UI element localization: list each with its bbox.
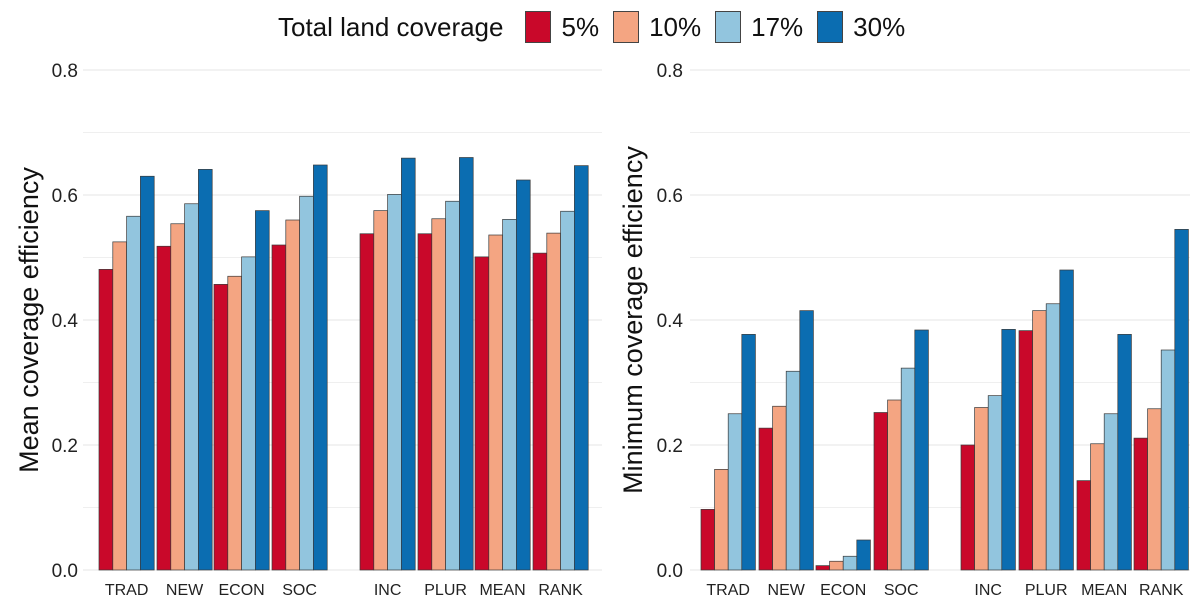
y-axis-label: Mean coverage efficiency — [14, 167, 44, 473]
bar-econ-5pct — [213, 284, 229, 571]
bar-soc-30pct — [313, 164, 328, 571]
legend-swatch-17pct — [715, 11, 742, 43]
bar-econ-10pct — [227, 275, 242, 571]
x-tick-label: PLUR — [424, 582, 467, 596]
legend-swatch-5pct — [525, 11, 552, 43]
bar-new-10pct — [170, 223, 185, 571]
x-tick-label: ECON — [218, 582, 264, 596]
x-tick-label: SOC — [282, 582, 317, 596]
bar-trad-17pct — [126, 215, 141, 571]
bar-inc-10pct — [373, 210, 388, 571]
legend-label: 5% — [561, 11, 600, 42]
bar-econ-17pct — [241, 256, 256, 571]
bar-trad-5pct — [98, 269, 114, 571]
legend-item-10pct: 10% — [613, 11, 701, 43]
x-tick-label: RANK — [538, 582, 583, 596]
bar-mean-5pct — [474, 256, 490, 571]
bar-plur-10pct — [431, 218, 446, 571]
legend-label: 17% — [751, 11, 804, 42]
y-tick-label: 0.8 — [52, 61, 78, 82]
bar-soc-17pct — [299, 195, 314, 571]
legend-title: Total land coverage — [278, 11, 504, 42]
bar-new-30pct — [198, 169, 213, 571]
y-tick-label: 0.6 — [52, 186, 78, 207]
bar-new-5pct — [156, 245, 172, 571]
bar-econ-30pct — [255, 210, 270, 571]
bar-trad-30pct — [140, 175, 155, 571]
y-tick-label: 0.2 — [52, 436, 78, 457]
legend-item-5pct: 5% — [525, 11, 599, 43]
legend-swatch-10pct — [613, 11, 640, 43]
bar-inc-30pct — [401, 157, 416, 571]
bar-rank-10pct — [546, 232, 561, 571]
legend-item-30pct: 30% — [817, 11, 905, 43]
legend-label: 30% — [853, 11, 906, 42]
bar-mean-30pct — [516, 179, 531, 571]
x-tick-label: MEAN — [479, 582, 525, 596]
bar-soc-5pct — [271, 244, 287, 571]
bar-plur-5pct — [417, 233, 433, 571]
bar-inc-5pct — [359, 233, 375, 571]
bar-plur-30pct — [459, 157, 474, 571]
x-tick-label: NEW — [166, 582, 204, 596]
legend-label: 10% — [649, 11, 702, 42]
x-tick-label: TRAD — [105, 582, 149, 596]
x-tick-label: INC — [374, 582, 402, 596]
bar-trad-10pct — [112, 241, 127, 571]
y-tick-label: 0.0 — [52, 561, 78, 582]
legend: Total land coverage 5% 10% 17% 30% — [278, 7, 919, 47]
bar-plur-17pct — [445, 200, 460, 571]
y-tick-label: 0.4 — [52, 311, 79, 332]
legend-item-17pct: 17% — [715, 11, 803, 43]
bar-mean-17pct — [502, 219, 517, 571]
bar-rank-5pct — [532, 252, 548, 571]
bar-new-17pct — [184, 203, 199, 571]
bar-rank-30pct — [574, 165, 589, 571]
bar-inc-17pct — [387, 194, 402, 571]
bar-mean-10pct — [488, 234, 503, 571]
legend-swatch-30pct — [817, 11, 844, 43]
bar-soc-10pct — [285, 219, 300, 571]
bar-rank-17pct — [560, 210, 575, 571]
